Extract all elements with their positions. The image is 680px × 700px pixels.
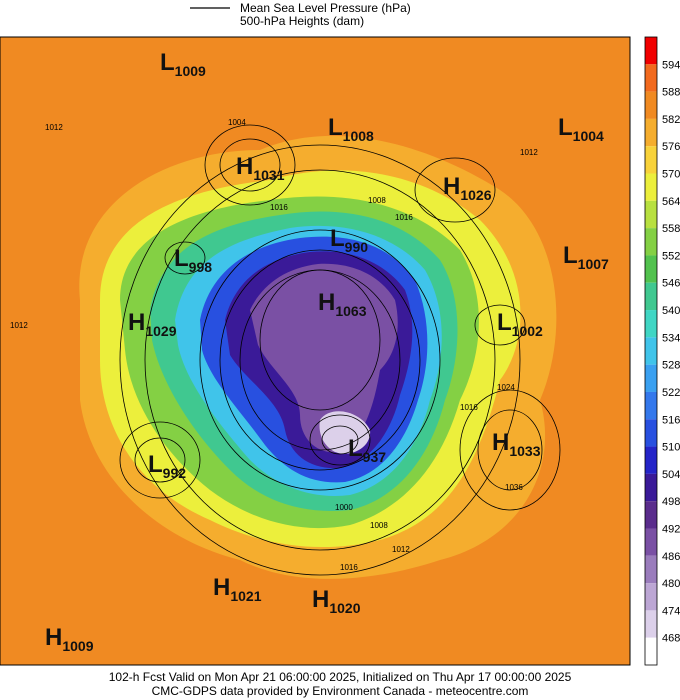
colorbar-label: 540: [662, 305, 680, 317]
colorbar-label: 558: [662, 223, 680, 235]
contour-label: 1016: [395, 213, 413, 222]
pressure-center: L1009: [160, 49, 206, 79]
colorbar-label: 474: [662, 605, 680, 617]
colorbar-cell: [645, 37, 657, 65]
colorbar-cell: [645, 200, 657, 229]
colorbar-label: 522: [662, 387, 680, 399]
footer-text: 102-h Fcst Valid on Mon Apr 21 06:00:00 …: [109, 670, 572, 684]
contour-label: 1008: [370, 521, 388, 530]
colorbar-label: 564: [662, 196, 680, 208]
colorbar-cell: [645, 146, 657, 174]
colorbar-label: 480: [662, 578, 680, 590]
footer-text: CMC-GDPS data provided by Environment Ca…: [152, 684, 529, 698]
colorbar-label: 588: [662, 87, 680, 99]
colorbar-label: 516: [662, 414, 680, 426]
colorbar-frame: [644, 36, 658, 666]
colorbar-cell: [645, 91, 657, 119]
contour-label: 1012: [10, 321, 28, 330]
contour-label: 1012: [45, 123, 63, 132]
contour-labels: 1012 1004 1016 1012 1024 1016 1008 1012 …: [10, 118, 538, 572]
colorbar-label: 594: [662, 59, 680, 71]
colorbar-cell: [645, 228, 657, 256]
colorbar-cell: [645, 555, 657, 584]
colorbar-cell: [645, 391, 657, 420]
colorbar-cell: [645, 282, 657, 311]
pressure-center: H1031: [236, 153, 285, 183]
colorbar-label: 570: [662, 169, 680, 181]
colorbar-label: 504: [662, 469, 680, 481]
colorbar-label: 498: [662, 496, 680, 508]
colorbar-cell: [645, 528, 657, 556]
pressure-center: H1009: [45, 624, 94, 654]
contour-label: 1036: [505, 483, 523, 492]
colorbar-cell: [645, 118, 657, 147]
pressure-center: L1002: [497, 309, 543, 339]
colorbar-cell: [645, 337, 657, 365]
contour-label: 1008: [368, 196, 386, 205]
contour-label: 1024: [497, 383, 515, 392]
pressure-center: H1020: [312, 586, 361, 616]
colorbar-cell: [645, 419, 657, 447]
pressure-center: H1063: [318, 289, 367, 319]
colorbar-cell: [645, 64, 657, 92]
colorbar-cell: [645, 501, 657, 529]
contour-label: 1016: [270, 203, 288, 212]
pressure-center: L1004: [558, 114, 604, 144]
contour-label: 1000: [335, 503, 353, 512]
pressure-center: L998: [174, 245, 212, 275]
colorbar-cell: [645, 255, 657, 283]
colorbar-cell: [645, 310, 657, 338]
pressure-center: L1007: [563, 242, 609, 272]
contour-label: 1004: [228, 118, 246, 127]
contour-label: 1016: [460, 403, 478, 412]
colorbar-label: 576: [662, 141, 680, 153]
colorbar-cell: [645, 446, 657, 474]
legend-text: Mean Sea Level Pressure (hPa): [240, 1, 411, 15]
pressure-center: H1026: [443, 173, 492, 203]
colorbar-label: 552: [662, 250, 680, 262]
colorbar-label: 486: [662, 551, 680, 563]
colorbar-cell: [645, 364, 657, 392]
pressure-center: L992: [148, 451, 186, 481]
pressure-center: H1021: [213, 574, 262, 604]
contour-label: 1012: [392, 545, 410, 554]
colorbar-cell: [645, 637, 657, 665]
pressure-center: H1029: [128, 309, 177, 339]
colorbar-label: 468: [662, 633, 680, 645]
legend-text: 500-hPa Heights (dam): [240, 14, 364, 28]
colorbar-label: 492: [662, 523, 680, 535]
colorbar-label: 582: [662, 114, 680, 126]
contour-label: 1012: [520, 148, 538, 157]
contour-label: 1016: [340, 563, 358, 572]
pressure-centers: L1009 L1008 L1004 H1031 H1026 L998 L990 …: [45, 49, 609, 654]
colorbar-label: 510: [662, 442, 680, 454]
pressure-center: L990: [330, 225, 368, 255]
colorbar-cell: [645, 610, 657, 638]
colorbar-cell: [645, 473, 657, 502]
colorbar-label: 546: [662, 278, 680, 290]
pressure-center: L1008: [328, 114, 374, 144]
colorbar-label: 534: [662, 332, 680, 344]
colorbar-label: 528: [662, 360, 680, 372]
map: L1009 L1008 L1004 H1031 H1026 L998 L990 …: [0, 36, 631, 666]
colorbar-cell: [645, 583, 657, 611]
colorbar-cell: [645, 173, 657, 201]
pressure-center: H1033: [492, 429, 541, 459]
pressure-center: L937: [348, 435, 386, 465]
colorbar: 594 588 582 576 570 564 558 552 546 540 534 528 522 5…: [644, 36, 680, 666]
